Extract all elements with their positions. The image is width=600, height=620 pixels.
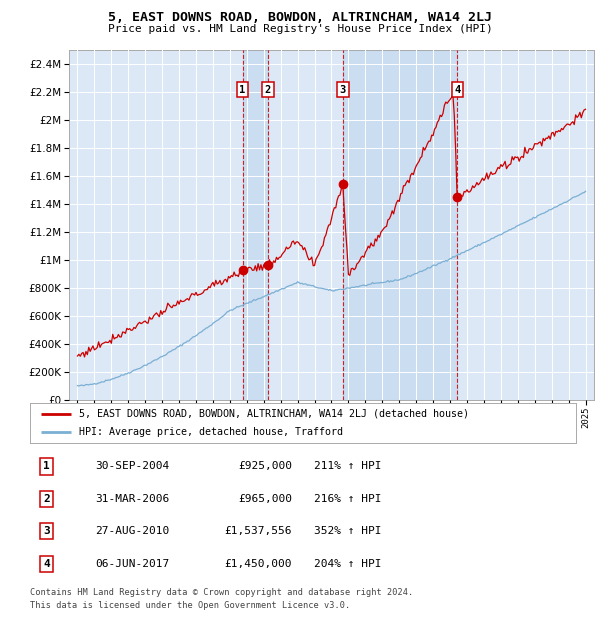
- Text: 5, EAST DOWNS ROAD, BOWDON, ALTRINCHAM, WA14 2LJ: 5, EAST DOWNS ROAD, BOWDON, ALTRINCHAM, …: [108, 11, 492, 24]
- Text: £925,000: £925,000: [238, 461, 292, 471]
- Text: This data is licensed under the Open Government Licence v3.0.: This data is licensed under the Open Gov…: [30, 601, 350, 611]
- Text: 1: 1: [43, 461, 50, 471]
- Text: 4: 4: [43, 559, 50, 569]
- Text: 204% ↑ HPI: 204% ↑ HPI: [314, 559, 382, 569]
- Text: 31-MAR-2006: 31-MAR-2006: [95, 494, 170, 504]
- Text: Price paid vs. HM Land Registry's House Price Index (HPI): Price paid vs. HM Land Registry's House …: [107, 24, 493, 33]
- Text: 27-AUG-2010: 27-AUG-2010: [95, 526, 170, 536]
- Text: 06-JUN-2017: 06-JUN-2017: [95, 559, 170, 569]
- Text: 2: 2: [43, 494, 50, 504]
- Text: 3: 3: [340, 85, 346, 95]
- Text: 216% ↑ HPI: 216% ↑ HPI: [314, 494, 382, 504]
- Text: 3: 3: [43, 526, 50, 536]
- Text: Contains HM Land Registry data © Crown copyright and database right 2024.: Contains HM Land Registry data © Crown c…: [30, 588, 413, 597]
- Text: £1,450,000: £1,450,000: [224, 559, 292, 569]
- Text: £1,537,556: £1,537,556: [224, 526, 292, 536]
- Text: 211% ↑ HPI: 211% ↑ HPI: [314, 461, 382, 471]
- Text: 5, EAST DOWNS ROAD, BOWDON, ALTRINCHAM, WA14 2LJ (detached house): 5, EAST DOWNS ROAD, BOWDON, ALTRINCHAM, …: [79, 409, 469, 419]
- Text: 4: 4: [454, 85, 461, 95]
- Text: HPI: Average price, detached house, Trafford: HPI: Average price, detached house, Traf…: [79, 427, 343, 438]
- Bar: [343, 50, 457, 400]
- Text: 1: 1: [239, 85, 246, 95]
- Text: £965,000: £965,000: [238, 494, 292, 504]
- Text: 352% ↑ HPI: 352% ↑ HPI: [314, 526, 382, 536]
- Bar: [242, 50, 268, 400]
- Text: 30-SEP-2004: 30-SEP-2004: [95, 461, 170, 471]
- Text: 2: 2: [265, 85, 271, 95]
